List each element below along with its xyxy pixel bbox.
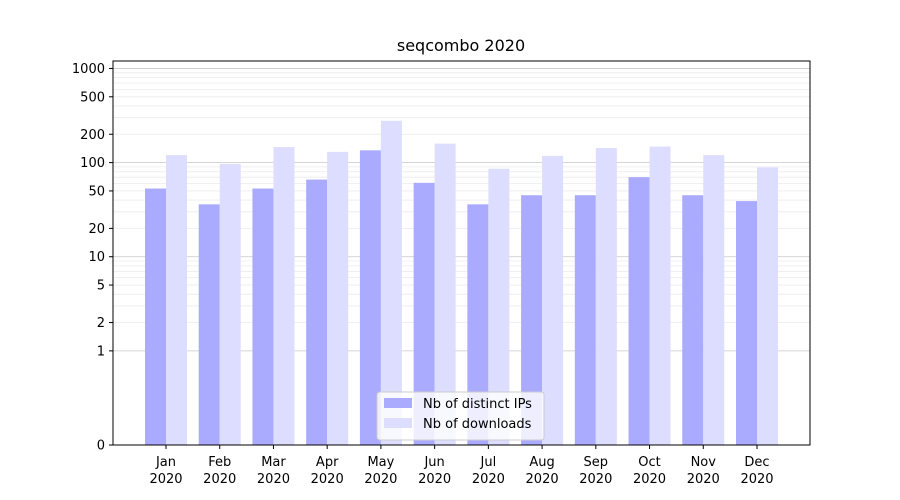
x-tick-label: Aug 2020 xyxy=(526,455,559,487)
y-tick-label: 20 xyxy=(88,222,105,237)
bar-downloads xyxy=(273,147,295,445)
bar-downloads xyxy=(327,151,349,446)
x-tick-label: Jul 2020 xyxy=(472,455,505,487)
bar-downloads xyxy=(380,120,402,445)
bar-downloads xyxy=(166,155,187,445)
bar-downloads xyxy=(595,147,617,445)
x-tick-label-line: Nov xyxy=(691,455,717,470)
bar-distinct-ips xyxy=(252,188,274,446)
bar-distinct-ips xyxy=(413,182,435,445)
x-tick-label-line: Sep xyxy=(584,455,609,470)
x-tick-label: Apr 2020 xyxy=(311,455,344,487)
x-tick-label-line: 2020 xyxy=(149,472,182,487)
x-axis: Jan 2020 Feb 2020 Mar 2020 Apr 2020 May 2020 Jun 20… xyxy=(149,445,774,487)
chart-title: seqcombo 2020 xyxy=(397,36,525,55)
legend-label: Nb of distinct IPs xyxy=(423,397,532,412)
bar-downloads xyxy=(757,167,778,446)
x-tick-label-line: 2020 xyxy=(311,472,344,487)
x-tick-label-line: Jul xyxy=(480,455,497,470)
x-tick-label-line: Jan xyxy=(155,455,176,470)
x-tick-label-line: Jun xyxy=(423,455,444,470)
x-tick-label-line: 2020 xyxy=(472,472,505,487)
bar-distinct-ips xyxy=(736,201,757,445)
bars xyxy=(145,120,778,446)
x-tick-label-line: Apr xyxy=(316,455,339,470)
x-tick-label-line: 2020 xyxy=(418,472,451,487)
x-tick-label: Feb 2020 xyxy=(203,455,236,487)
x-tick-label: May 2020 xyxy=(364,455,397,487)
bar-distinct-ips xyxy=(467,204,489,445)
bar-distinct-ips xyxy=(198,204,220,445)
legend-label: Nb of downloads xyxy=(423,417,532,432)
x-tick-label-line: 2020 xyxy=(687,472,720,487)
legend: Nb of distinct IPs Nb of downloads xyxy=(376,391,545,441)
x-tick-label-line: 2020 xyxy=(633,472,666,487)
x-tick-label-line: 2020 xyxy=(257,472,290,487)
bar-downloads xyxy=(219,163,241,446)
y-tick-label: 50 xyxy=(88,184,105,199)
x-tick-label-line: Oct xyxy=(638,455,660,470)
bar-distinct-ips xyxy=(306,179,328,446)
legend-box xyxy=(376,391,545,441)
y-tick-label: 2 xyxy=(97,316,105,331)
plot-frame xyxy=(112,60,811,446)
x-tick-label-line: May xyxy=(367,455,394,470)
x-tick-label-line: Dec xyxy=(744,455,769,470)
bar-downloads xyxy=(488,168,510,445)
bar-downloads xyxy=(542,155,564,445)
bar-distinct-ips xyxy=(574,195,596,445)
x-tick-label-line: 2020 xyxy=(579,472,612,487)
bar-downloads xyxy=(703,155,725,445)
x-tick-label: Mar 2020 xyxy=(257,455,290,487)
y-axis: 0 1 2 5 10 20 50 100 200 500 1000 xyxy=(72,62,113,454)
y-tick-label: 1 xyxy=(97,344,105,359)
legend-swatch xyxy=(384,418,412,428)
x-tick-label-line: 2020 xyxy=(526,472,559,487)
bar-distinct-ips xyxy=(145,188,166,446)
x-tick-label-line: 2020 xyxy=(364,472,397,487)
bar-downloads xyxy=(649,146,671,445)
y-tick-label: 100 xyxy=(80,156,105,171)
x-tick-label-line: 2020 xyxy=(740,472,773,487)
bar-downloads xyxy=(434,143,456,445)
x-tick-label-line: Mar xyxy=(261,455,286,470)
x-tick-label: Sep 2020 xyxy=(579,455,612,487)
x-tick-label: Nov 2020 xyxy=(687,455,720,487)
x-tick-label-line: Aug xyxy=(529,455,554,470)
bar-distinct-ips xyxy=(359,150,381,445)
x-tick-label: Jun 2020 xyxy=(418,455,451,487)
x-tick-label: Oct 2020 xyxy=(633,455,666,487)
bar-distinct-ips xyxy=(521,195,543,445)
bar-distinct-ips xyxy=(628,177,650,446)
y-tick-label: 1000 xyxy=(72,62,105,77)
y-tick-label: 10 xyxy=(88,250,105,265)
y-tick-label: 200 xyxy=(80,128,105,143)
bar-distinct-ips xyxy=(682,195,704,445)
x-tick-label-line: Feb xyxy=(208,455,231,470)
x-tick-label-line: 2020 xyxy=(203,472,236,487)
y-tick-label: 0 xyxy=(97,439,105,454)
y-tick-label: 500 xyxy=(80,90,105,105)
x-tick-label: Jan 2020 xyxy=(149,455,182,487)
y-tick-label: 5 xyxy=(97,279,105,294)
x-tick-label: Dec 2020 xyxy=(740,455,773,487)
legend-swatch xyxy=(384,398,412,408)
